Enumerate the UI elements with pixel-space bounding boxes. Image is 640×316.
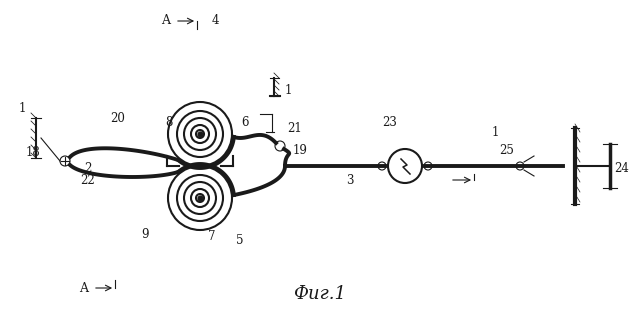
- Text: 1: 1: [19, 101, 26, 114]
- Text: 1: 1: [284, 84, 292, 98]
- Text: A: A: [79, 283, 88, 295]
- Text: 25: 25: [500, 144, 515, 157]
- Text: Фиг.1: Фиг.1: [294, 285, 346, 303]
- Text: 18: 18: [25, 147, 40, 160]
- Text: 19: 19: [293, 144, 308, 157]
- Text: 22: 22: [81, 173, 95, 186]
- Text: 7: 7: [208, 229, 216, 242]
- Text: 1: 1: [492, 125, 499, 138]
- Text: 8: 8: [165, 116, 173, 129]
- Text: 5: 5: [236, 234, 244, 246]
- Text: 4: 4: [211, 14, 219, 27]
- Text: 20: 20: [111, 112, 125, 125]
- Text: 3: 3: [346, 173, 354, 186]
- Text: 21: 21: [287, 121, 302, 135]
- Text: 24: 24: [614, 161, 629, 174]
- Text: 23: 23: [383, 116, 397, 129]
- Text: 9: 9: [141, 228, 148, 240]
- Text: 2: 2: [84, 161, 92, 174]
- Text: A: A: [161, 14, 170, 27]
- Text: 6: 6: [241, 117, 249, 130]
